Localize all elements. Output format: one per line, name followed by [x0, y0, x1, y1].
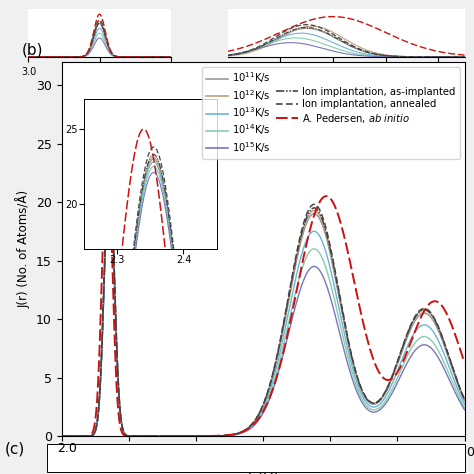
- Text: (b): (b): [21, 43, 43, 58]
- Bar: [95, 120, 122, 237]
- Text: (c): (c): [5, 442, 25, 457]
- X-axis label: r (Å): r (Å): [248, 465, 278, 474]
- Text: 2.0: 2.0: [57, 442, 77, 455]
- Bar: [47, 444, 465, 472]
- Legend: $10^{11}$K/s, $10^{12}$K/s, $10^{13}$K/s, $10^{14}$K/s, $10^{15}$K/s, , Ion impl: $10^{11}$K/s, $10^{12}$K/s, $10^{13}$K/s…: [202, 67, 459, 159]
- Bar: [95, 120, 122, 237]
- Y-axis label: J(r) (No. of Atoms/Å): J(r) (No. of Atoms/Å): [16, 190, 30, 308]
